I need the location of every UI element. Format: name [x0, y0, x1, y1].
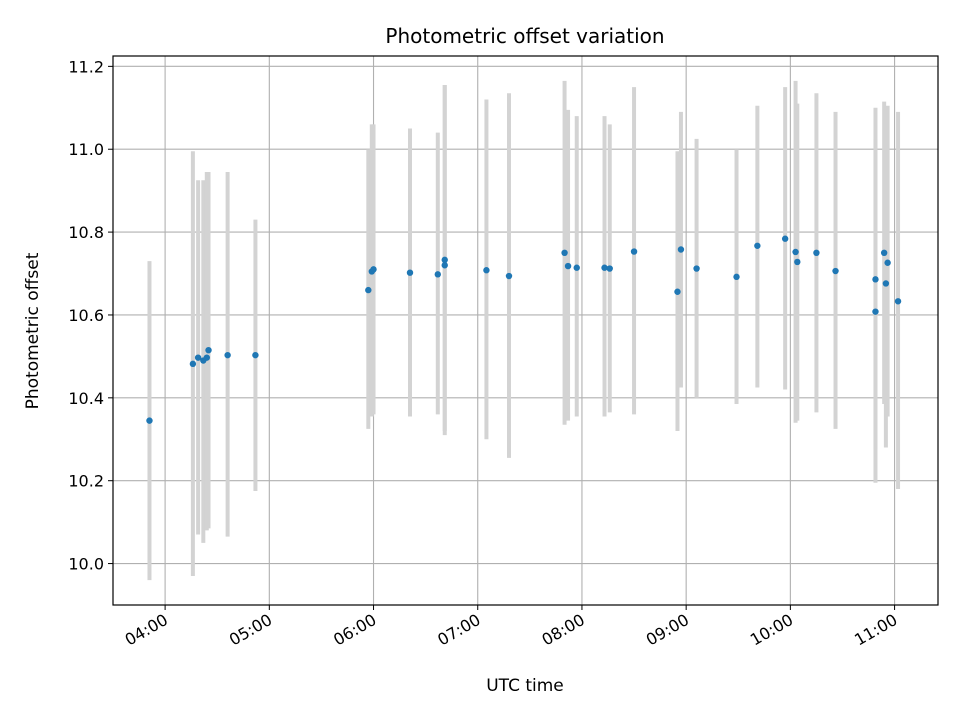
data-point [252, 351, 259, 359]
data-point [434, 271, 441, 278]
data-point [189, 360, 197, 368]
data-point [561, 249, 568, 257]
data-point [564, 262, 572, 270]
data-point [601, 264, 608, 271]
data-point [224, 351, 231, 359]
data-points [146, 235, 902, 424]
data-point [441, 256, 448, 264]
y-axis-label: Photometric offset [23, 252, 43, 409]
data-point [606, 265, 613, 272]
y-tick-label: 10.6 [68, 306, 104, 325]
data-point [674, 288, 681, 295]
data-point [693, 265, 700, 272]
data-point [203, 354, 210, 361]
y-tick-label: 10.8 [68, 223, 104, 242]
data-point [781, 235, 789, 242]
plot-area-frame [112, 55, 939, 606]
data-point [146, 417, 153, 424]
data-point [733, 273, 740, 281]
data-point [754, 242, 761, 249]
y-tick-label: 11.2 [68, 57, 104, 76]
x-axis-label: UTC time [486, 676, 564, 696]
data-point [794, 258, 801, 266]
data-point [832, 267, 839, 275]
data-point [441, 262, 448, 269]
data-point [365, 286, 372, 294]
data-point [573, 264, 580, 271]
y-tick-label: 10.2 [68, 472, 104, 491]
data-point [483, 267, 490, 274]
data-point [505, 272, 513, 280]
data-point [880, 249, 888, 257]
y-axis: 10.0 10.2 10.4 10.6 10.8 11.0 11.2 [68, 57, 113, 574]
data-point [872, 276, 879, 283]
data-point [792, 248, 799, 256]
data-point [205, 346, 212, 354]
chart-title: Photometric offset variation [385, 24, 664, 48]
data-point [882, 280, 890, 287]
data-point [406, 269, 414, 276]
data-point [872, 308, 879, 315]
data-point [677, 246, 685, 253]
data-point [630, 248, 638, 255]
y-tick-label: 10.0 [68, 555, 104, 574]
data-point [894, 298, 902, 305]
data-point [194, 354, 202, 361]
data-point [370, 266, 377, 273]
y-tick-label: 10.4 [68, 389, 104, 408]
y-tick-label: 11.0 [68, 140, 104, 159]
data-point [813, 249, 820, 257]
data-point [884, 259, 891, 266]
